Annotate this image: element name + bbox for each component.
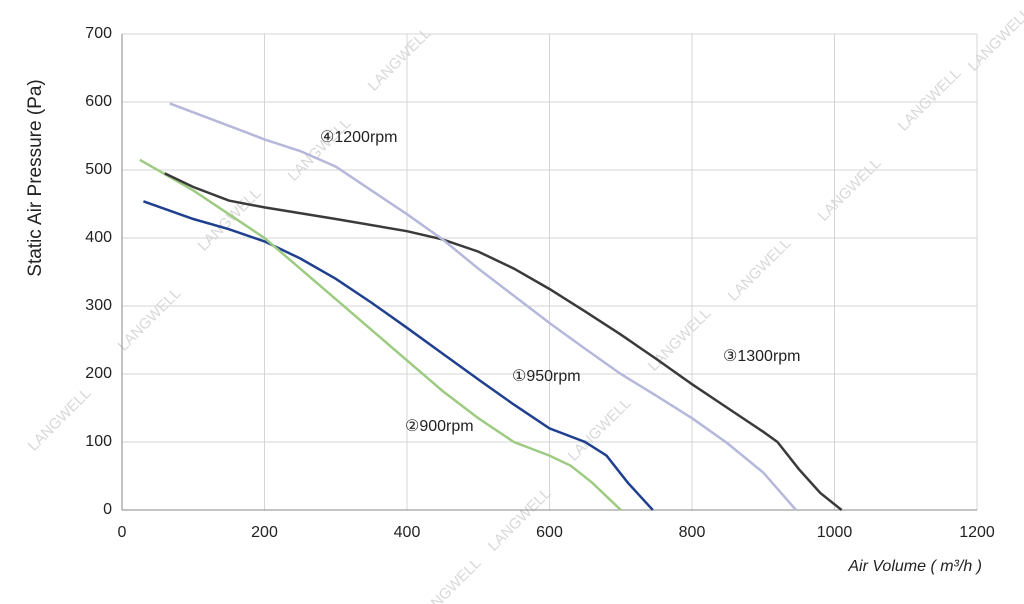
watermark: LANGWELL	[725, 235, 795, 305]
x-tick-label: 800	[679, 524, 706, 541]
series-line	[169, 102, 797, 511]
watermark: LANGWELL	[895, 65, 965, 135]
y-tick-label: 200	[85, 365, 112, 382]
x-tick-label: 600	[536, 524, 563, 541]
x-tick-label: 1000	[817, 524, 853, 541]
series-label: ④1200rpm	[320, 129, 398, 146]
watermark: LANGWELL	[115, 285, 185, 355]
watermark: LANGWELL	[965, 5, 1024, 75]
y-tick-label: 300	[85, 297, 112, 314]
series-line	[139, 158, 622, 511]
y-axis-label: Static Air Pressure (Pa)	[25, 79, 46, 276]
x-tick-label: 1200	[959, 524, 995, 541]
y-tick-label: 400	[85, 229, 112, 246]
watermark: LANGWELL	[415, 555, 485, 604]
series-line	[164, 172, 843, 511]
x-tick-label: 200	[251, 524, 278, 541]
series-label: ①950rpm	[512, 368, 581, 385]
x-tick-label: 0	[118, 524, 127, 541]
y-tick-label: 0	[103, 501, 112, 518]
watermark: LANGWELL	[815, 155, 885, 225]
x-tick-label: 400	[394, 524, 421, 541]
y-tick-label: 700	[85, 25, 112, 42]
y-tick-label: 600	[85, 93, 112, 110]
y-tick-label: 100	[85, 433, 112, 450]
watermark: LANGWELL	[25, 385, 95, 455]
series-label: ③1300rpm	[723, 348, 801, 365]
y-tick-label: 500	[85, 161, 112, 178]
watermark: LANGWELL	[645, 305, 715, 375]
watermark: LANGWELL	[485, 485, 555, 555]
series-line	[142, 200, 654, 511]
x-axis-label: Air Volume ( m³/h )	[847, 558, 982, 575]
series-label: ②900rpm	[405, 418, 474, 435]
watermark: LANGWELL	[195, 185, 265, 255]
watermark: LANGWELL	[365, 25, 435, 95]
watermark: LANGWELL	[565, 395, 635, 465]
